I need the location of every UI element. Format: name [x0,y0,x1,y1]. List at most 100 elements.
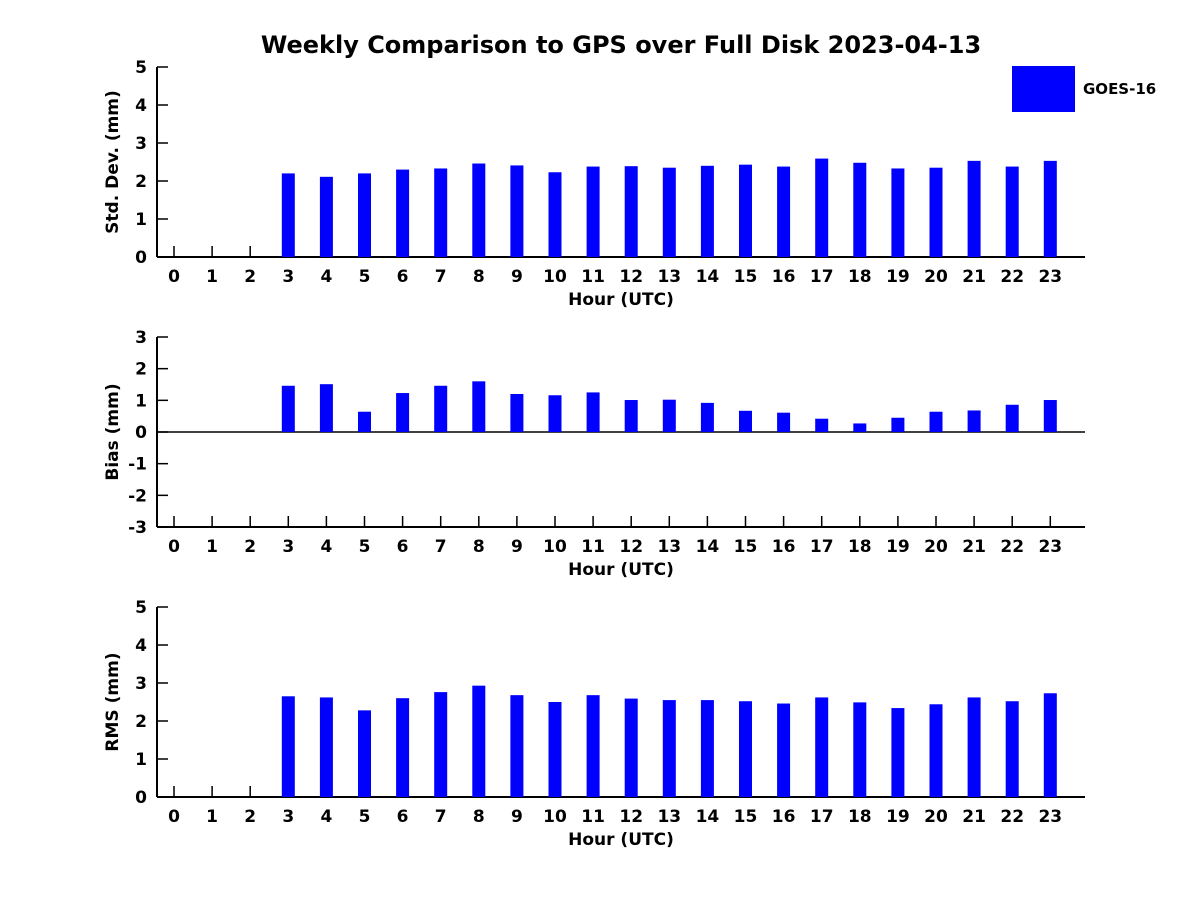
x-tick-label: 19 [886,537,910,557]
bar-hour-16 [777,412,791,432]
x-tick-label: 14 [696,807,720,827]
bar-hour-23 [1043,400,1057,432]
x-tick-label: 1 [206,267,218,287]
x-tick-label: 1 [206,807,218,827]
x-tick-label: 4 [320,807,332,827]
x-tick-label: 11 [581,537,605,557]
bar-hour-12 [624,698,638,797]
bar-hour-21 [967,410,981,432]
x-tick-label: 13 [657,807,681,827]
x-tick-label: 8 [473,537,485,557]
bar-hour-10 [548,702,562,797]
x-tick-label: 12 [619,267,643,287]
legend: GOES-16 [1012,66,1156,112]
x-tick-label: 18 [848,267,872,287]
bar-hour-17 [815,158,829,257]
bar-hour-7 [434,385,448,432]
y-tick-label: 3 [135,674,147,694]
x-tick-label: 3 [282,537,294,557]
bar-hour-14 [700,402,714,432]
bar-hour-3 [281,385,295,432]
bar-hour-8 [472,163,486,257]
x-tick-label: 15 [734,807,758,827]
y-tick-label: 1 [135,391,147,411]
bar-hour-19 [891,708,905,797]
bar-hour-23 [1043,693,1057,797]
y-tick-label: 2 [135,360,147,380]
x-tick-label: 6 [397,807,409,827]
axes [156,337,1085,528]
bar-hour-11 [586,166,600,257]
x-axis-label: Hour (UTC) [568,290,674,310]
x-tick-label: 20 [924,807,948,827]
y-tick-label: 4 [135,636,147,656]
x-tick-label: 10 [543,267,567,287]
x-tick-label: 17 [810,807,834,827]
x-tick-label: 21 [962,807,986,827]
figure-title: Weekly Comparison to GPS over Full Disk … [260,31,982,59]
bar-hour-14 [700,700,714,797]
axes [156,67,1085,258]
bar-hour-21 [967,160,981,257]
bar-hour-6 [396,698,410,797]
bar-hour-11 [586,392,600,432]
y-axis-label: RMS (mm) [103,652,123,751]
x-tick-label: 22 [1000,537,1024,557]
bar-hour-4 [319,697,333,797]
bar-hour-7 [434,168,448,257]
x-tick-label: 20 [924,537,948,557]
bar-hour-19 [891,168,905,257]
x-tick-label: 16 [772,807,796,827]
y-tick-label: 5 [135,598,147,618]
bar-hour-21 [967,697,981,797]
legend-swatch-goes16 [1012,66,1075,112]
bar-hour-15 [739,410,752,432]
y-tick-label: 3 [135,328,147,348]
bar-hour-5 [358,173,371,257]
bar-hour-11 [586,695,600,797]
bars [281,685,1057,797]
x-tick-label: 21 [962,537,986,557]
bar-hour-4 [319,176,333,257]
bar-hour-10 [548,172,562,257]
y-tick-label: 3 [135,134,147,154]
bar-hour-12 [624,400,638,432]
x-tick-label: 10 [543,537,567,557]
bar-hour-19 [891,417,905,432]
bar-hour-13 [662,700,676,797]
x-tick-label: 16 [772,267,796,287]
x-tick-label: 2 [244,807,256,827]
y-tick-label: 2 [135,712,147,732]
x-tick-label: 7 [435,807,447,827]
x-tick-label: 5 [359,267,371,287]
x-tick-label: 0 [168,537,180,557]
bar-hour-8 [472,685,486,797]
x-tick-label: 23 [1038,267,1062,287]
bar-hour-22 [1005,701,1019,797]
x-tick-label: 14 [696,267,720,287]
bar-hour-13 [662,399,676,432]
y-axis-ticks: 0 1 2 3 4 5 [135,58,168,268]
x-tick-label: 18 [848,807,872,827]
bar-hour-14 [700,165,714,257]
y-tick-label: -3 [128,518,147,538]
x-tick-label: 23 [1038,537,1062,557]
x-tick-label: 14 [696,537,720,557]
x-tick-label: 13 [657,267,681,287]
y-tick-label: -2 [128,486,147,506]
x-tick-label: 22 [1000,267,1024,287]
bar-hour-9 [510,695,524,797]
bar-hour-18 [853,162,867,257]
bar-hour-12 [624,166,638,257]
x-tick-label: 11 [581,267,605,287]
x-axis-ticks: 0 1 2 3 4 5 6 7 8 9 10 11 12 13 14 15 16 17 18 19 20 21 22 23 [168,516,1062,557]
x-tick-label: 3 [282,807,294,827]
bar-hour-23 [1043,160,1057,257]
bar-hour-5 [358,710,371,797]
y-tick-label: 0 [135,423,147,443]
bar-hour-22 [1005,166,1019,257]
x-tick-label: 2 [244,537,256,557]
bar-hour-20 [929,411,943,432]
